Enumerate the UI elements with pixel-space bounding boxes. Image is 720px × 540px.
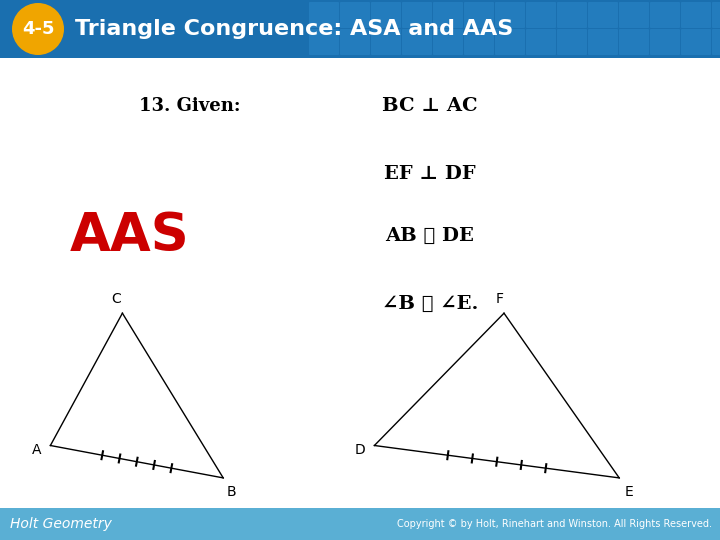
FancyBboxPatch shape [619,2,649,28]
FancyBboxPatch shape [588,29,618,55]
Text: 4-5: 4-5 [22,20,54,38]
FancyBboxPatch shape [433,2,463,28]
FancyBboxPatch shape [495,2,525,28]
FancyBboxPatch shape [619,29,649,55]
FancyBboxPatch shape [650,29,680,55]
FancyBboxPatch shape [495,29,525,55]
FancyBboxPatch shape [433,29,463,55]
FancyBboxPatch shape [340,29,370,55]
FancyBboxPatch shape [712,2,720,28]
FancyBboxPatch shape [681,2,711,28]
Text: AAS: AAS [70,210,190,262]
FancyBboxPatch shape [402,29,432,55]
Text: EF ⊥ DF: EF ⊥ DF [384,165,476,183]
Text: Triangle Congruence: ASA and AAS: Triangle Congruence: ASA and AAS [75,19,513,39]
FancyBboxPatch shape [309,2,339,28]
Text: A: A [32,442,41,456]
FancyBboxPatch shape [464,29,494,55]
FancyBboxPatch shape [712,29,720,55]
Text: E: E [625,485,634,499]
FancyBboxPatch shape [526,2,556,28]
FancyBboxPatch shape [309,29,339,55]
Text: B: B [226,485,236,499]
Text: ∠B ≅ ∠E.: ∠B ≅ ∠E. [382,295,478,313]
FancyBboxPatch shape [588,2,618,28]
Bar [0,0,720,58]
Text: Holt Geometry: Holt Geometry [10,517,112,531]
FancyBboxPatch shape [340,2,370,28]
Text: 13. Given:: 13. Given: [139,97,240,115]
FancyBboxPatch shape [464,2,494,28]
Text: C: C [112,292,121,306]
Text: D: D [355,442,366,456]
FancyBboxPatch shape [557,29,587,55]
Text: BC ⊥ AC: BC ⊥ AC [382,97,478,115]
FancyBboxPatch shape [402,2,432,28]
Circle shape [12,3,64,55]
FancyBboxPatch shape [681,29,711,55]
FancyBboxPatch shape [371,2,401,28]
FancyBboxPatch shape [650,2,680,28]
Bar [0,508,720,540]
FancyBboxPatch shape [371,29,401,55]
FancyBboxPatch shape [557,2,587,28]
FancyBboxPatch shape [526,29,556,55]
Text: AB ≅ DE: AB ≅ DE [386,227,474,245]
Text: Copyright © by Holt, Rinehart and Winston. All Rights Reserved.: Copyright © by Holt, Rinehart and Winsto… [397,519,712,529]
Text: F: F [496,292,504,306]
